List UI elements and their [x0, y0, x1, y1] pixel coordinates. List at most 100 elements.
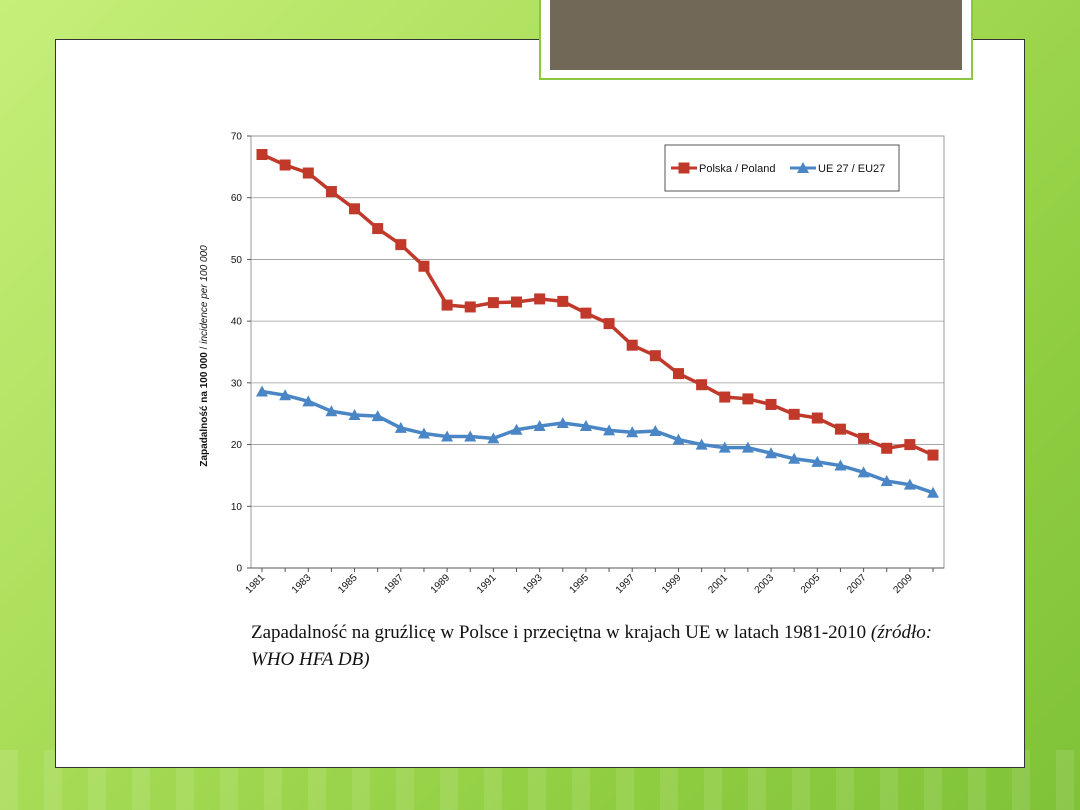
marker-square [858, 432, 870, 444]
marker-square [557, 295, 569, 307]
marker-triangle [394, 421, 407, 433]
marker-triangle [417, 427, 430, 439]
marker-triangle [797, 162, 809, 173]
marker-square [441, 299, 453, 311]
marker-triangle [880, 474, 893, 486]
marker-square [534, 293, 546, 305]
marker-triangle [348, 408, 361, 420]
x-tick-label: 2007 [845, 572, 869, 596]
marker-triangle [256, 385, 268, 397]
marker-triangle [649, 424, 662, 436]
marker-square [672, 368, 684, 380]
y-axis-title-en: incidence per 100 000 [199, 245, 210, 344]
marker-square [881, 442, 893, 454]
marker-triangle [603, 424, 616, 436]
y-tick-label: 30 [231, 378, 243, 389]
marker-triangle [695, 438, 708, 450]
marker-triangle [302, 395, 315, 407]
marker-square [487, 297, 499, 309]
marker-square [302, 167, 314, 179]
marker-square [279, 159, 291, 171]
marker-square [811, 412, 823, 424]
series-poland [256, 149, 939, 461]
x-tick-label: 1983 [290, 572, 314, 596]
legend: Polska / Poland UE 27 / EU27 [664, 144, 900, 192]
legend-label: UE 27 / EU27 [818, 163, 885, 175]
marker-triangle [811, 455, 824, 467]
marker-triangle [579, 420, 592, 432]
marker-square [395, 239, 407, 251]
marker-square [511, 296, 523, 308]
x-tick-label: 1999 [660, 572, 684, 596]
x-tick-label: 1981 [244, 572, 268, 596]
y-axis-title: Zapadalność na 100 000 / incidence per 1… [199, 245, 210, 467]
marker-square [256, 149, 268, 161]
y-axis-title-separator: / [199, 344, 210, 352]
marker-triangle [672, 433, 685, 445]
marker-triangle [441, 430, 454, 442]
legend-box [664, 144, 900, 192]
x-tick-label: 2001 [706, 572, 730, 596]
series-eu27 [256, 385, 939, 498]
marker-triangle [788, 452, 801, 464]
axes: 0 10 20 30 40 50 60 70 1981 1983 1985 1987 1989 1991 1… [231, 132, 944, 596]
marker-square [580, 307, 592, 319]
marker-square [678, 162, 690, 174]
marker-triangle [371, 410, 384, 422]
marker-triangle [279, 389, 292, 401]
y-tick-label: 0 [236, 564, 242, 575]
marker-triangle [834, 459, 847, 471]
marker-triangle [718, 441, 731, 453]
legend-item-eu27: UE 27 / EU27 [790, 162, 885, 175]
marker-square [834, 423, 846, 435]
marker-triangle [626, 426, 639, 438]
marker-square [418, 260, 430, 272]
x-tick-label: 1993 [521, 572, 545, 596]
marker-triangle [927, 486, 939, 498]
x-tick-label: 2003 [753, 572, 777, 596]
series-line [261, 389, 934, 495]
marker-square [349, 203, 361, 215]
x-tick-label: 1989 [429, 572, 453, 596]
title-bar [550, 0, 962, 70]
marker-square [927, 449, 939, 461]
marker-square [603, 318, 615, 330]
plot-area [250, 135, 945, 569]
marker-square [464, 301, 476, 313]
x-tick-label: 2009 [891, 572, 915, 596]
marker-square [904, 439, 916, 451]
grid-lines [250, 135, 945, 569]
y-tick-label: 50 [231, 255, 243, 266]
marker-square [626, 339, 638, 351]
figure-caption: Zapadalność na gruźlicę w Polsce i przec… [251, 619, 971, 673]
title-placeholder [539, 0, 973, 80]
marker-square [788, 408, 800, 420]
marker-square [649, 350, 661, 362]
legend-label: Polska / Poland [699, 163, 775, 175]
x-tick-label: 1987 [382, 572, 406, 596]
marker-square [719, 391, 731, 403]
marker-triangle [741, 441, 754, 453]
y-tick-label: 70 [231, 132, 243, 143]
marker-triangle [487, 432, 500, 444]
marker-square [325, 186, 337, 198]
marker-triangle [765, 447, 778, 459]
x-tick-label: 1985 [336, 572, 360, 596]
marker-triangle [533, 420, 546, 432]
y-tick-label: 20 [231, 440, 243, 451]
legend-item-poland: Polska / Poland [671, 162, 775, 175]
caption-source: (źródło: WHO HFA DB) [251, 622, 933, 670]
marker-triangle [556, 416, 569, 428]
marker-triangle [857, 466, 870, 478]
marker-square [765, 398, 777, 410]
x-tick-label: 2005 [799, 572, 823, 596]
series-layer [256, 149, 939, 498]
x-tick-label: 1991 [475, 572, 499, 596]
marker-triangle [903, 478, 916, 490]
y-tick-label: 40 [231, 317, 243, 328]
x-tick-label: 1997 [614, 572, 638, 596]
marker-square [372, 223, 384, 235]
marker-square [742, 393, 754, 405]
marker-triangle [464, 430, 477, 442]
